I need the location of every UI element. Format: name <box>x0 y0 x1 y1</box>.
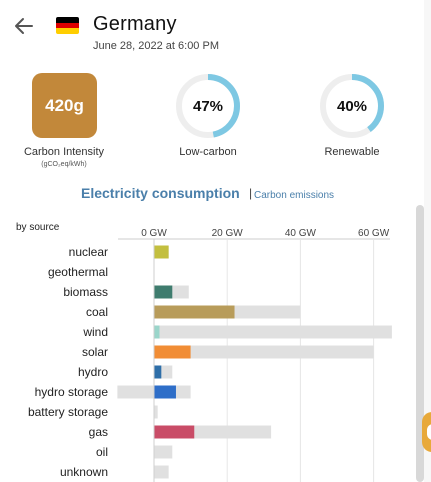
consumption-bar-chart: 0 GW 20 GW 40 GW 60 GW nuclear geothermal biom… <box>28 228 392 482</box>
production-bar <box>154 305 235 319</box>
category-label: solar <box>82 345 108 359</box>
renewable-ring-fill <box>320 74 384 138</box>
flag-stripe <box>56 28 79 34</box>
map-legend-handle-icon[interactable] <box>422 412 431 452</box>
category-label: wind <box>82 325 108 339</box>
category-label: hydro <box>78 365 108 379</box>
datetime: June 28, 2022 at 6:00 PM <box>93 40 219 52</box>
category-label: coal <box>86 305 108 319</box>
carbon-intensity-unit: (gCO₂eq/kWh) <box>41 161 87 168</box>
capacity-bar <box>154 465 169 479</box>
back-arrow-icon[interactable] <box>12 14 36 38</box>
renewable-label: Renewable <box>324 146 380 158</box>
carbon-emissions-tab[interactable]: Carbon emissions <box>254 190 335 201</box>
germany-flag-icon <box>56 17 79 34</box>
category-label: hydro storage <box>35 385 109 399</box>
capacity-bar <box>154 445 173 459</box>
production-bar <box>154 365 162 379</box>
x-tick-label: 60 GW <box>358 228 390 239</box>
flag-stripe <box>56 22 79 29</box>
capacity-bar <box>154 325 392 339</box>
production-bar <box>154 285 173 299</box>
category-label: biomass <box>63 285 108 299</box>
side-edge <box>424 0 431 482</box>
x-tick-label: 40 GW <box>285 228 317 239</box>
production-bar <box>154 425 195 439</box>
low-carbon-value: 47% <box>192 97 224 115</box>
zone-name: Germany <box>93 13 177 35</box>
category-label: oil <box>96 445 108 459</box>
flag-stripe <box>56 17 79 23</box>
by-source-label: by source <box>16 222 60 233</box>
x-tick-label: 0 GW <box>141 228 167 239</box>
carbon-intensity-value: 420g <box>45 95 84 115</box>
carbon-intensity-label: Carbon Intensity <box>23 146 105 158</box>
production-bar <box>154 385 176 399</box>
low-carbon-ring[interactable]: 47% <box>175 73 241 139</box>
low-carbon-ring-fill <box>176 74 240 138</box>
section-separator: | <box>249 186 253 200</box>
renewable-ring[interactable]: 40% <box>319 73 385 139</box>
x-tick-label: 20 GW <box>212 228 244 239</box>
renewable-value: 40% <box>336 97 368 115</box>
category-label: geothermal <box>48 265 108 279</box>
category-label: nuclear <box>69 245 108 259</box>
capacity-bar <box>154 345 374 359</box>
production-bar <box>154 325 160 339</box>
scrollbar-thumb[interactable] <box>416 205 424 482</box>
category-label: gas <box>89 425 108 439</box>
production-bar <box>154 245 169 259</box>
category-label: battery storage <box>28 405 108 419</box>
category-label: unknown <box>60 465 108 479</box>
low-carbon-label: Low-carbon <box>179 146 237 158</box>
carbon-intensity-badge[interactable]: 420g <box>32 73 97 138</box>
electricity-consumption-tab[interactable]: Electricity consumption <box>81 185 240 201</box>
capacity-bar <box>154 405 158 419</box>
production-bar <box>154 345 191 359</box>
